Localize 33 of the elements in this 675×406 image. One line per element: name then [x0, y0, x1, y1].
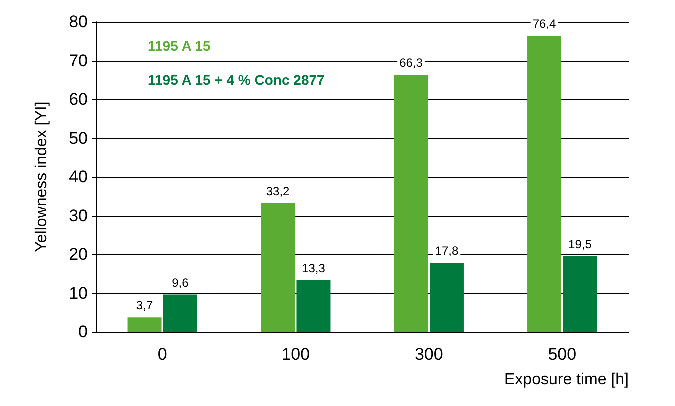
x-tick-label: 0 — [158, 345, 168, 364]
y-tick-label: 10 — [69, 284, 88, 303]
x-tick-label: 100 — [282, 345, 310, 364]
data-label: 19,5 — [568, 237, 592, 252]
y-tick-label: 50 — [69, 128, 88, 148]
bar — [528, 36, 562, 332]
y-tick-label: 60 — [69, 90, 88, 109]
bar — [128, 318, 162, 332]
data-label: 17,8 — [435, 244, 459, 258]
data-label: 3,7 — [136, 298, 154, 313]
data-label: 13,3 — [302, 261, 326, 276]
y-tick-label: 70 — [69, 51, 88, 70]
data-label: 9,6 — [172, 276, 190, 290]
bar — [296, 280, 331, 332]
y-tick-label: 30 — [69, 206, 88, 226]
x-tick-label: 500 — [548, 345, 577, 364]
bar — [261, 203, 296, 332]
data-label: 76,4 — [532, 16, 557, 31]
data-label: 33,2 — [266, 184, 290, 198]
y-tick-label: 40 — [69, 168, 88, 186]
y-tick-label: 0 — [78, 322, 88, 342]
x-axis-title: Exposure time [h] — [504, 372, 629, 388]
data-label: 66,3 — [400, 56, 424, 70]
text: 1195 A 15 + 4 % Conc 2877 — [148, 72, 326, 88]
y-axis-title: Yellowness index [YI] — [34, 102, 50, 252]
bar — [563, 256, 598, 332]
bar — [430, 263, 464, 332]
text: 1195 A 15 — [148, 38, 212, 54]
bar — [163, 294, 198, 332]
y-tick-label: 20 — [69, 245, 88, 264]
bar — [394, 75, 428, 332]
y-tick-label: 80 — [69, 12, 88, 32]
x-tick-label: 300 — [414, 345, 444, 364]
